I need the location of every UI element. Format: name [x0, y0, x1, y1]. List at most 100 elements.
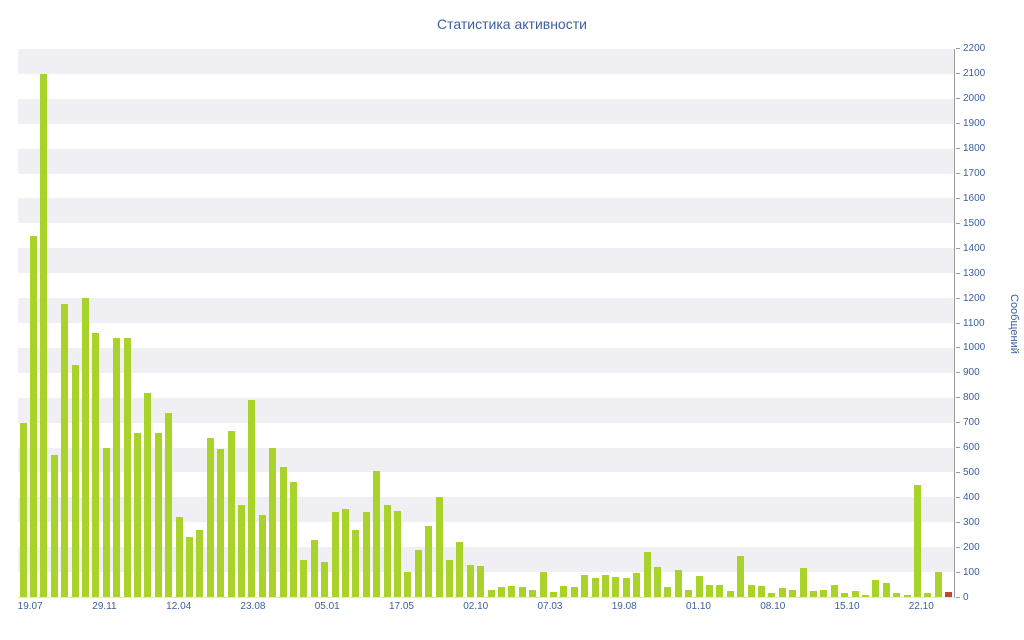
- bar: [258, 514, 266, 597]
- bar: [466, 564, 474, 597]
- bar: [248, 400, 256, 597]
- chart-title: Статистика активности: [437, 16, 587, 32]
- grid-band: [18, 323, 954, 348]
- y-tick-mark: [956, 97, 960, 99]
- bar: [497, 587, 506, 597]
- y-tick-label: 1100: [963, 317, 985, 329]
- bar: [633, 573, 641, 597]
- bar: [809, 590, 818, 597]
- bar: [518, 587, 526, 597]
- bar: [50, 455, 58, 597]
- bar: [383, 504, 391, 597]
- bar: [362, 512, 370, 597]
- y-tick-label: 2100: [963, 67, 986, 79]
- x-tick-label: 05.01: [314, 601, 340, 612]
- bar: [227, 431, 235, 597]
- bar: [331, 512, 339, 597]
- grid-band: [18, 248, 954, 274]
- bar: [799, 568, 807, 597]
- bar: [508, 585, 516, 597]
- bar: [685, 589, 693, 597]
- bar: [175, 517, 183, 597]
- y-tick-mark: [956, 247, 960, 249]
- y-tick-label: 0: [963, 592, 969, 603]
- bar: [102, 447, 110, 597]
- y-tick-mark: [956, 422, 960, 424]
- grid-band: [18, 372, 954, 398]
- bar: [737, 555, 745, 597]
- bar: [820, 589, 828, 597]
- bar: [40, 73, 48, 597]
- y-tick-mark: [956, 472, 960, 474]
- y-tick-mark: [956, 497, 960, 499]
- y-tick-mark: [956, 547, 960, 549]
- bar: [81, 298, 90, 597]
- bar: [570, 587, 578, 597]
- bar: [591, 578, 599, 597]
- y-tick-mark: [956, 48, 960, 49]
- y-tick-mark: [956, 347, 960, 349]
- grid-band: [18, 148, 954, 174]
- bar: [185, 537, 194, 597]
- bar: [747, 584, 755, 597]
- grid-band: [18, 347, 954, 373]
- bar: [393, 511, 402, 597]
- grid-band: [18, 472, 954, 498]
- y-tick-mark: [956, 72, 960, 74]
- bar: [310, 539, 318, 597]
- bar: [165, 412, 173, 597]
- y-tick-label: 100: [963, 567, 980, 579]
- bar: [341, 508, 350, 597]
- bar: [934, 572, 942, 597]
- x-axis: 19.07 29.11 12.04 23.08 05.01 17.05 02.10 07.03…: [18, 601, 955, 617]
- x-tick-label: 01.10: [685, 601, 711, 612]
- bar: [19, 422, 27, 597]
- y-axis: 0 100 200 300 400 500 600 700 800 900 1000 1100 1200…: [956, 44, 998, 603]
- grid-band: [18, 422, 954, 448]
- grid-band: [18, 223, 954, 249]
- y-tick-label: 300: [963, 517, 980, 529]
- bar: [123, 337, 131, 597]
- bar: [695, 575, 703, 597]
- bar: [560, 585, 568, 597]
- y-tick-mark: [956, 397, 960, 399]
- y-tick-mark: [956, 597, 960, 598]
- y-tick-label: 1200: [963, 292, 986, 304]
- y-tick-label: 1500: [963, 217, 986, 229]
- bar: [913, 484, 922, 597]
- x-tick-label: 29.11: [92, 601, 117, 612]
- bar: [154, 432, 162, 597]
- bar: [404, 572, 412, 597]
- bar: [893, 593, 901, 597]
- bar: [456, 542, 464, 597]
- y-tick-mark: [956, 197, 960, 199]
- bar: [414, 549, 422, 597]
- x-tick-label: 19.07: [17, 601, 43, 612]
- grid-band: [18, 73, 954, 99]
- bar: [622, 578, 630, 597]
- y-tick-label: 2200: [963, 43, 986, 54]
- bar: [237, 504, 246, 597]
- grid-band: [18, 447, 954, 473]
- x-tick-label: 12.04: [166, 601, 192, 612]
- y-tick-label: 1900: [963, 117, 986, 129]
- y-tick-label: 1700: [963, 167, 986, 179]
- bar: [206, 437, 214, 597]
- bar: [861, 594, 870, 597]
- grid-band: [18, 397, 954, 423]
- grid-band: [18, 273, 954, 299]
- x-tick-label: 19.08: [611, 601, 637, 612]
- bar: [924, 593, 932, 597]
- bar: [882, 583, 890, 597]
- grid-band: [18, 497, 954, 523]
- y-tick-mark: [956, 447, 960, 449]
- bar: [841, 593, 849, 597]
- y-tick-mark: [956, 172, 960, 174]
- x-tick-label: 22.10: [908, 601, 934, 612]
- bar: [903, 594, 911, 597]
- y-tick-mark: [956, 372, 960, 374]
- bar: [612, 577, 620, 597]
- bar: [581, 574, 589, 597]
- bar: [716, 584, 724, 597]
